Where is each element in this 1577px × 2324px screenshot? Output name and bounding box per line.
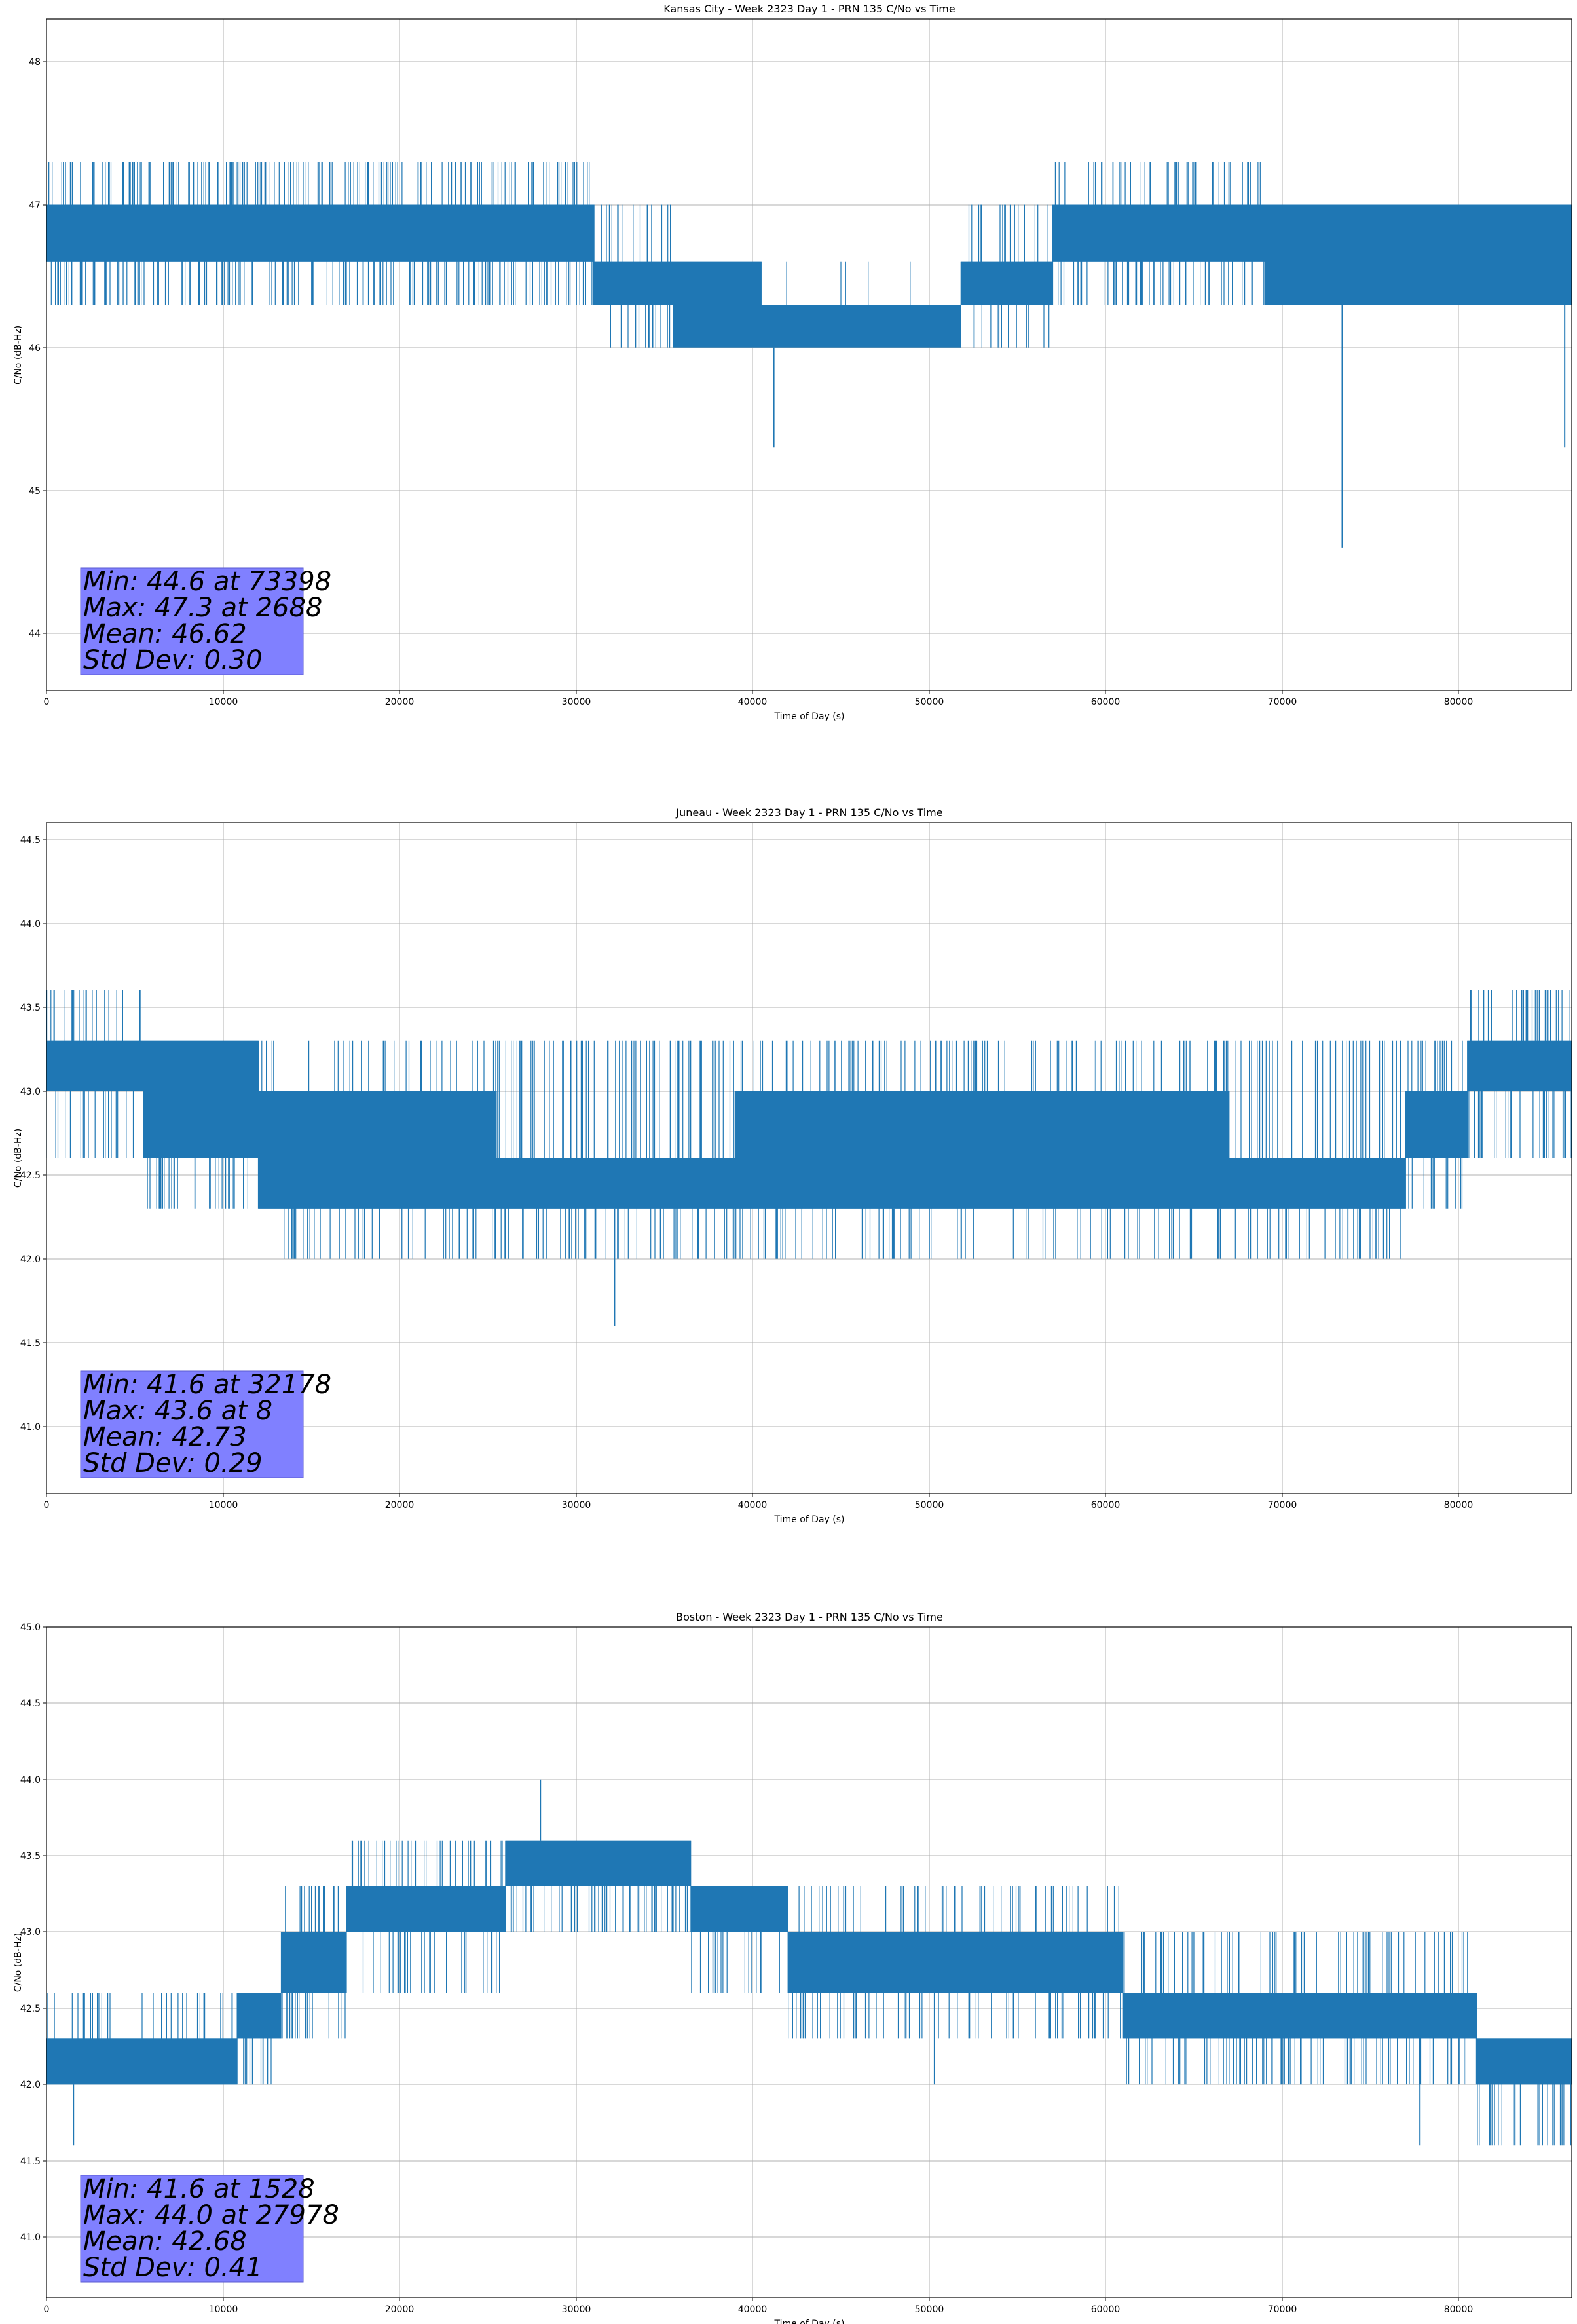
- stats-line: Std Dev: 0.30: [83, 645, 263, 675]
- x-tick-label: 0: [44, 1500, 50, 1510]
- x-tick-label: 10000: [209, 1500, 238, 1510]
- x-tick-label: 80000: [1444, 697, 1474, 707]
- y-tick-label: 45: [29, 486, 41, 497]
- plot-frame: [46, 18, 1572, 691]
- y-axis-label: C/No (dB-Hz): [13, 1129, 24, 1188]
- stats-line: Max: 43.6 at 8: [83, 1396, 272, 1426]
- y-tick-label: 44.5: [20, 835, 41, 846]
- stats-line: Std Dev: 0.29: [83, 1448, 263, 1478]
- y-tick-label: 48: [29, 57, 41, 67]
- stats-background: [80, 567, 304, 675]
- x-tick-label: 60000: [1091, 697, 1121, 707]
- stats-line: Mean: 46.62: [83, 619, 247, 649]
- x-tick-label: 10000: [209, 697, 238, 707]
- stats-background: [80, 1370, 304, 1478]
- chart-panel-1: 0 10000 20000 30000 40000 50000 60000 70000 8000…: [13, 806, 1572, 1525]
- x-tick-label: 0: [44, 697, 50, 707]
- y-tick-label: 41.0: [20, 1422, 41, 1433]
- y-tick-label: 41.5: [20, 2156, 41, 2167]
- stats-line: Min: 41.6 at 32178: [83, 1370, 331, 1400]
- y-axis-label: C/No (dB-Hz): [13, 1933, 24, 1992]
- x-tick-label: 50000: [915, 697, 944, 707]
- x-tick-label: 40000: [738, 2304, 768, 2315]
- x-axis-label: Time of Day (s): [774, 2319, 845, 2324]
- y-tick-label: 44.0: [20, 1775, 41, 1786]
- stats-line: Std Dev: 0.41: [83, 2253, 263, 2283]
- chart-title: Juneau - Week 2323 Day 1 - PRN 135 C/No …: [675, 806, 942, 819]
- series-line: [46, 990, 1572, 1259]
- x-tick-label: 10000: [209, 2304, 238, 2315]
- chart-title: Boston - Week 2323 Day 1 - PRN 135 C/No …: [676, 1611, 943, 1623]
- stats-background: [80, 2175, 304, 2283]
- x-tick-label: 40000: [738, 1500, 768, 1510]
- y-tick-label: 44.0: [20, 919, 41, 929]
- x-tick-label: 30000: [562, 2304, 591, 2315]
- y-tick-label: 42.0: [20, 1254, 41, 1265]
- x-tick-label: 80000: [1444, 2304, 1474, 2315]
- plot-frame: [46, 1626, 1572, 2298]
- x-axis-label: Time of Day (s): [774, 711, 845, 722]
- y-tick-label: 41.5: [20, 1338, 41, 1349]
- y-tick-label: 44.5: [20, 1698, 41, 1709]
- y-tick-label: 44: [29, 629, 41, 639]
- y-tick-label: 47: [29, 200, 41, 211]
- stats-line: Mean: 42.68: [83, 2226, 247, 2257]
- x-tick-label: 50000: [915, 1500, 944, 1510]
- y-tick-label: 43.0: [20, 1087, 41, 1097]
- x-axis-label: Time of Day (s): [774, 1514, 845, 1525]
- y-tick-label: 45.0: [20, 1622, 41, 1633]
- y-tick-label: 43.5: [20, 1003, 41, 1013]
- x-tick-label: 30000: [562, 1500, 591, 1510]
- x-tick-label: 40000: [738, 697, 768, 707]
- x-tick-label: 50000: [915, 2304, 944, 2315]
- x-tick-label: 20000: [385, 1500, 415, 1510]
- y-tick-label: 43.5: [20, 1851, 41, 1862]
- y-tick-label: 42.0: [20, 2080, 41, 2090]
- stats-line: Max: 44.0 at 27978: [83, 2200, 339, 2230]
- x-tick-label: 30000: [562, 697, 591, 707]
- chart-title: Kansas City - Week 2323 Day 1 - PRN 135 …: [663, 3, 955, 15]
- stats-line: Min: 44.6 at 73398: [83, 567, 331, 597]
- y-axis-label: C/No (dB-Hz): [13, 326, 24, 384]
- y-tick-label: 42.5: [20, 1171, 41, 1181]
- x-tick-label: 20000: [385, 697, 415, 707]
- chart-panel-2: 0 10000 20000 30000 40000 50000 60000 70000 8000…: [13, 1611, 1572, 2324]
- chart-panel-0: 0 10000 20000 30000 40000 50000 60000 70000 8000…: [13, 3, 1572, 722]
- y-tick-label: 46: [29, 343, 41, 354]
- x-tick-label: 20000: [385, 2304, 415, 2315]
- x-tick-label: 60000: [1091, 2304, 1121, 2315]
- y-tick-label: 42.5: [20, 2004, 41, 2014]
- x-tick-label: 60000: [1091, 1500, 1121, 1510]
- x-tick-label: 70000: [1268, 697, 1297, 707]
- series-line: [46, 162, 1572, 348]
- y-tick-label: 41.0: [20, 2232, 41, 2243]
- y-tick-label: 43.0: [20, 1927, 41, 1938]
- stats-line: Mean: 42.73: [83, 1422, 247, 1452]
- x-tick-label: 80000: [1444, 1500, 1474, 1510]
- stats-line: Max: 47.3 at 2688: [83, 593, 322, 623]
- x-tick-label: 0: [44, 2304, 50, 2315]
- x-tick-label: 70000: [1268, 1500, 1297, 1510]
- x-tick-label: 70000: [1268, 2304, 1297, 2315]
- stats-line: Min: 41.6 at 1528: [83, 2174, 315, 2204]
- plot-frame: [46, 822, 1572, 1494]
